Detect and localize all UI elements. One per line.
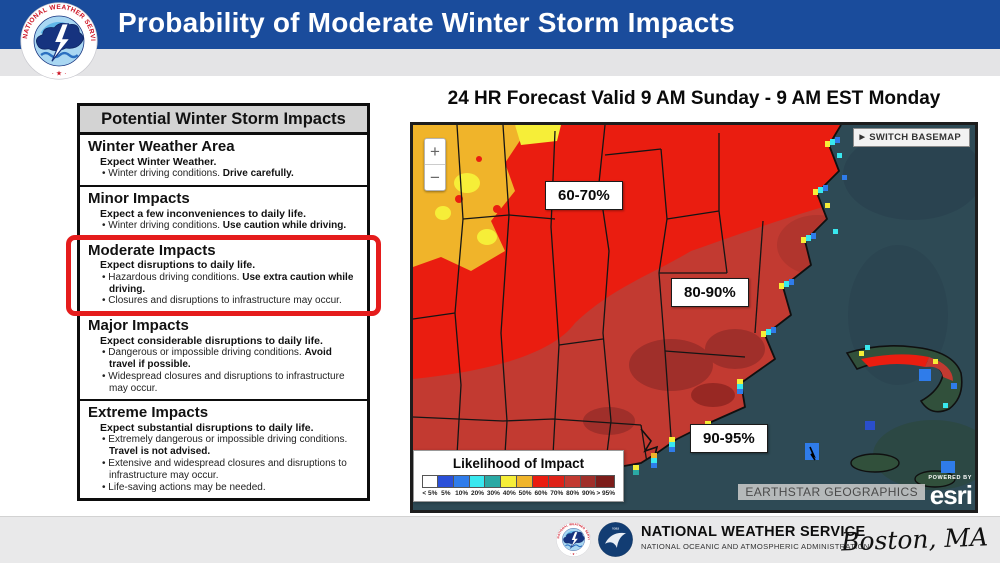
impact-bullet: • Winter driving conditions. Drive caref… — [102, 168, 294, 180]
forecast-map[interactable]: + − ▶ SWITCH BASEMAP 60-70% 80-90% 90-95%… — [410, 122, 978, 513]
legend-entry: 90% — [580, 475, 597, 497]
esri-wordmark: esri — [929, 480, 973, 510]
nws-logo-icon — [20, 2, 98, 80]
impact-section-heading: Minor Impacts — [88, 189, 190, 207]
legend-entry: 60% — [533, 475, 549, 497]
impact-section-summary: Expect Winter Weather. — [100, 155, 217, 168]
legend-entry: 70% — [548, 475, 565, 497]
legend-entry: > 95% — [596, 475, 616, 497]
legend-tick-label: > 95% — [596, 490, 616, 497]
legend-swatch — [469, 475, 486, 488]
legend-entry: 30% — [485, 475, 502, 497]
noaa-logo-icon — [598, 522, 633, 557]
zoom-out-button[interactable]: − — [425, 165, 445, 190]
legend-tick-label: 20% — [471, 490, 485, 497]
legend-title: Likelihood of Impact — [452, 456, 585, 471]
legend-swatch — [422, 475, 438, 488]
esri-logo: POWERED BY esri — [928, 474, 973, 510]
footer-org-name: NATIONAL WEATHER SERVICE — [641, 524, 866, 540]
legend-swatch — [517, 475, 534, 488]
impacts-table-body: Winter Weather Area Expect Winter Weather… — [66, 135, 381, 498]
footer-suborg-name: NATIONAL OCEANIC AND ATMOSPHERIC ADMINIS… — [641, 542, 870, 551]
impact-bullet: • Widespread closures and disruptions to… — [102, 370, 345, 394]
footer-org-block: NATIONAL WEATHER SERVICE NATIONAL OCEANI… — [641, 524, 870, 551]
impact-section-heading: Winter Weather Area — [88, 138, 235, 155]
impact-section: Minor Impacts Expect a few inconveniences… — [80, 184, 367, 237]
legend-swatch — [437, 475, 454, 488]
page-title: Probability of Moderate Winter Storm Imp… — [118, 7, 735, 38]
impact-section-summary: Expect a few inconveniences to daily lif… — [100, 207, 306, 220]
impact-section-summary: Expect disruptions to daily life. — [100, 259, 256, 272]
impact-section: Moderate Impacts Expect disruptions to da… — [66, 234, 381, 317]
legend-tick-label: 10% — [455, 490, 469, 497]
zoom-in-button[interactable]: + — [425, 139, 445, 164]
impact-section-heading: Extreme Impacts — [88, 404, 209, 422]
nws-logo-icon — [556, 522, 591, 557]
probability-label-60-70: 60-70% — [545, 181, 623, 210]
legend-entry: 80% — [564, 475, 581, 497]
impacts-table-title: Potential Winter Storm Impacts — [80, 106, 367, 135]
legend-tick-label: 70% — [550, 490, 564, 497]
impact-bullet: • Winter driving conditions. Use caution… — [102, 219, 347, 231]
legend-entry: 40% — [501, 475, 518, 497]
impact-section: Major Impacts Expect considerable disrupt… — [80, 312, 367, 399]
triangle-right-icon: ▶ — [859, 134, 866, 141]
legend-tick-label: 40% — [502, 490, 516, 497]
coastal-gradient-fringe — [633, 137, 840, 475]
legend-tick-label: 90% — [582, 490, 596, 497]
legend-swatch — [533, 475, 549, 488]
legend-swatch — [580, 475, 597, 488]
legend-swatch — [501, 475, 518, 488]
impact-section-summary: Expect substantial disruptions to daily … — [100, 422, 314, 435]
legend-tick-label: 60% — [534, 490, 548, 497]
office-location: Boston, MA — [840, 522, 989, 557]
legend-entry: 10% — [453, 475, 470, 497]
small-island-marker — [805, 443, 819, 461]
switch-basemap-label: SWITCH BASEMAP — [869, 132, 961, 143]
cape-cod — [845, 345, 963, 413]
legend-entry: 20% — [469, 475, 486, 497]
legend-tick-label: 5% — [441, 490, 451, 497]
legend-color-bar: < 5% 5% 10% 20% 30% 40% 50% 60% 70% 80% 90% > 95% — [422, 475, 616, 497]
footer-bar: NATIONAL WEATHER SERVICE NATIONAL OCEANI… — [0, 516, 1000, 563]
legend-tick-label: 50% — [518, 490, 532, 497]
impact-section-heading: Moderate Impacts — [88, 241, 216, 259]
probability-label-90-95: 90-95% — [690, 424, 768, 453]
impact-bullet: • Life-saving actions may be needed. — [102, 481, 266, 493]
legend-tick-label: 80% — [566, 490, 580, 497]
map-attribution: EARTHSTAR GEOGRAPHICS — [738, 484, 925, 500]
impacts-table: Potential Winter Storm Impacts Winter We… — [66, 103, 381, 502]
legend-swatch — [596, 475, 616, 488]
impact-bullet: • Dangerous or impossible driving condit… — [102, 347, 332, 371]
map-region-90-95 — [629, 339, 713, 391]
impact-section: Extreme Impacts Expect substantial disrup… — [80, 399, 367, 498]
header-strip — [0, 49, 1000, 76]
legend-swatch — [564, 475, 581, 488]
impact-section: Winter Weather Area Expect Winter Weather… — [80, 135, 367, 185]
impact-section-heading: Major Impacts — [88, 317, 189, 335]
switch-basemap-button[interactable]: ▶ SWITCH BASEMAP — [852, 128, 970, 147]
legend-tick-label: < 5% — [422, 490, 438, 497]
impact-bullet: • Extremely dangerous or impossible driv… — [102, 434, 348, 458]
header-bar: Probability of Moderate Winter Storm Imp… — [0, 0, 1000, 49]
legend-entry: 5% — [437, 475, 454, 497]
legend-entry: < 5% — [422, 475, 438, 497]
impact-bullet: • Extensive and widespread closures and … — [102, 458, 347, 481]
legend-entry: 50% — [517, 475, 534, 497]
divider — [425, 164, 445, 165]
impact-bullet: • Closures and disruptions to infrastruc… — [102, 295, 342, 307]
legend-tick-label: 30% — [486, 490, 500, 497]
legend-swatch — [453, 475, 470, 488]
map-legend: Likelihood of Impact < 5% 5% 10% 20% 30% 40% 5… — [413, 450, 624, 502]
legend-swatch — [485, 475, 502, 488]
probability-label-80-90: 80-90% — [671, 278, 749, 307]
map-region-40 — [515, 125, 561, 145]
legend-swatch — [548, 475, 565, 488]
impact-bullet: • Hazardous driving conditions. Use extr… — [102, 271, 354, 295]
map-zoom-controls: + − — [424, 138, 446, 191]
powered-by-label: POWERED BY — [928, 474, 972, 481]
impact-section-summary: Expect considerable disruptions to daily… — [100, 334, 323, 347]
map-title: 24 HR Forecast Valid 9 AM Sunday - 9 AM … — [447, 88, 941, 109]
